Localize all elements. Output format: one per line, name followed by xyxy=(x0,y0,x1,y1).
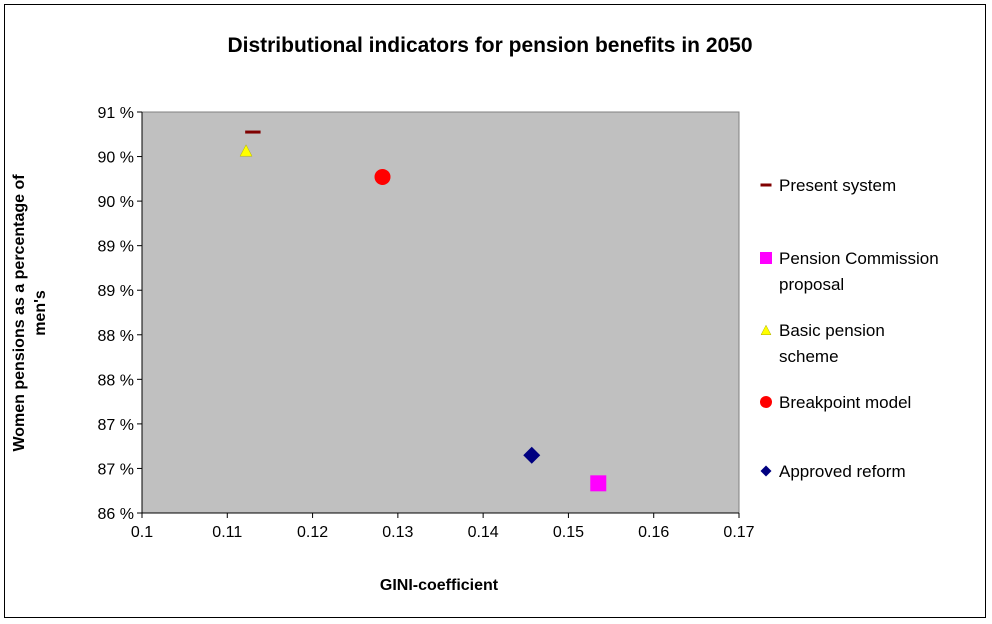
point-dash xyxy=(245,130,261,134)
legend-label: scheme xyxy=(779,347,839,366)
y-tick-label: 86 % xyxy=(98,506,134,523)
x-tick-label: 0.1 xyxy=(131,524,153,541)
chart-title: Distributional indicators for pension be… xyxy=(227,34,752,57)
point-triangle xyxy=(239,144,253,157)
x-tick-label: 0.12 xyxy=(297,524,328,541)
point-square xyxy=(590,475,607,492)
legend-entry: Present system xyxy=(760,176,896,195)
legend-label: Approved reform xyxy=(779,462,906,481)
x-tick-label: 0.15 xyxy=(553,524,584,541)
legend-marker-square xyxy=(760,252,772,264)
y-axis-label-line-2: men's xyxy=(32,290,49,336)
data-points xyxy=(239,130,607,492)
legend-entry: Basic pension scheme xyxy=(760,321,885,366)
y-tick-label: 87 % xyxy=(98,461,134,478)
y-tick-label: 89 % xyxy=(98,283,134,300)
legend-label: proposal xyxy=(779,275,844,294)
x-tick-labels: 0.1 0.11 0.12 0.13 0.14 0.15 0.16 0.17 xyxy=(131,513,755,541)
y-tick-label: 91 % xyxy=(98,105,134,122)
legend-marker-dash xyxy=(760,183,772,187)
y-axis-label: Women pensions as a percentage of men's xyxy=(11,174,49,452)
x-tick-label: 0.11 xyxy=(212,524,242,541)
legend-marker-circle xyxy=(760,396,772,408)
y-tick-label: 87 % xyxy=(98,417,134,434)
y-tick-label: 89 % xyxy=(98,239,134,256)
legend-label: Basic pension xyxy=(779,321,885,340)
x-axis-label: GINI-coefficient xyxy=(380,577,499,594)
plot-area xyxy=(141,111,740,514)
legend-entry: Approved reform xyxy=(760,462,906,481)
y-tick-label: 90 % xyxy=(98,194,134,211)
x-tick-label: 0.14 xyxy=(468,524,499,541)
legend: Present system Pension Commission proposal… xyxy=(760,176,939,481)
legend-label: Breakpoint model xyxy=(779,393,911,412)
legend-marker-diamond xyxy=(760,465,772,477)
y-tick-label: 90 % xyxy=(98,150,134,167)
legend-label: Pension Commission xyxy=(779,249,939,268)
legend-entry: Pension Commission proposal xyxy=(760,249,939,294)
legend-entry: Breakpoint model xyxy=(760,393,911,412)
point-circle xyxy=(374,168,391,185)
legend-label: Present system xyxy=(779,176,896,195)
y-tick-label: 88 % xyxy=(98,372,134,389)
axes xyxy=(141,112,739,514)
x-tick-label: 0.17 xyxy=(723,524,754,541)
x-tick-label: 0.13 xyxy=(382,524,413,541)
legend-marker-triangle xyxy=(760,324,772,335)
x-tick-label: 0.16 xyxy=(638,524,669,541)
y-tick-label: 88 % xyxy=(98,328,134,345)
point-diamond xyxy=(523,446,541,464)
y-tick-labels: 86 % 87 % 87 % 88 % 88 % 89 % 89 % 90 % 90 % 91 % xyxy=(98,105,142,523)
y-axis-label-line-1: Women pensions as a percentage of xyxy=(11,174,28,452)
